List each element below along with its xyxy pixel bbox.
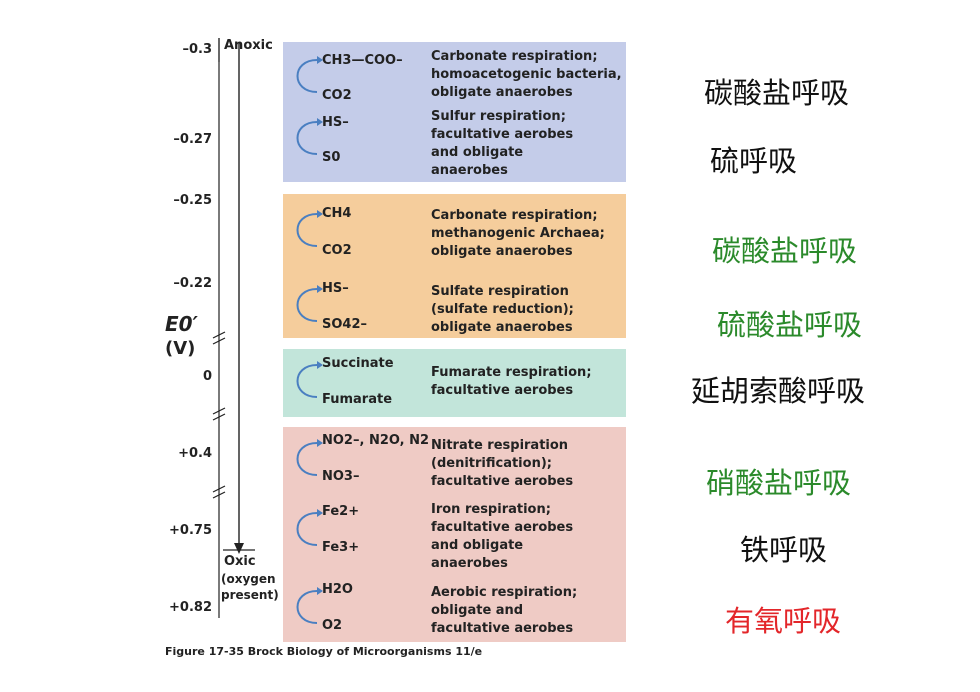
chinese-label: 硫酸盐呼吸: [717, 308, 863, 342]
tick-label: –0.25: [173, 193, 212, 208]
reaction-donor: HS–: [322, 115, 349, 130]
chinese-label: 碳酸盐呼吸: [704, 76, 850, 110]
chinese-label: 有氧呼吸: [725, 604, 842, 638]
oxic-sublabel: present): [221, 588, 279, 602]
y-axis-unit: (V): [165, 338, 196, 359]
redox-arrow-icon: [296, 439, 323, 476]
redox-arrow-icon: [296, 285, 323, 322]
reaction-acceptor: NO3–: [322, 469, 360, 484]
redox-arrow-icon: [296, 118, 323, 155]
reaction-acceptor: Fe3+: [322, 540, 360, 555]
nitrate-iron-aerobic-panel: [283, 427, 626, 642]
reaction-description: Carbonate respiration; methanogenic Archa…: [431, 208, 605, 259]
tick-label: +0.75: [169, 523, 212, 538]
reaction-description: Aerobic respiration; obligate and facultat…: [431, 585, 578, 636]
chinese-label: 延胡索酸呼吸: [691, 374, 866, 408]
chinese-label: 碳酸盐呼吸: [712, 234, 858, 268]
chinese-label: 硝酸盐呼吸: [706, 466, 852, 500]
reaction-description: Carbonate respiration; homoacetogenic bac…: [431, 49, 622, 100]
reaction-donor: HS–: [322, 281, 349, 296]
redox-arrow-icon: [296, 361, 323, 398]
tick-label: –0.3: [182, 42, 212, 57]
reaction-acceptor: Fumarate: [322, 392, 393, 407]
reaction-description: Sulfate respiration (sulfate reduction); o…: [431, 284, 574, 335]
reaction-donor: H2O: [322, 582, 353, 597]
reaction-description: Nitrate respiration (denitrification); fac…: [431, 438, 574, 489]
reaction-acceptor: S0: [322, 150, 341, 165]
redox-axis: [212, 38, 255, 618]
reaction-donor: Fe2+: [322, 504, 360, 519]
chinese-label: 硫呼吸: [710, 144, 798, 178]
redox-arrow-icon: [296, 509, 323, 546]
reaction-acceptor: CO2: [322, 88, 352, 103]
oxic-label: Oxic: [224, 554, 256, 569]
oxic-sublabel: (oxygen: [221, 572, 276, 586]
redox-arrow-icon: [296, 210, 323, 247]
fumarate-panel: [283, 349, 626, 417]
reaction-acceptor: SO42–: [322, 317, 368, 332]
tick-label: –0.22: [173, 276, 212, 291]
reaction-donor: NO2–, N2O, N2: [322, 433, 430, 448]
methanogen-sulfate-panel: [283, 194, 626, 338]
reaction-acceptor: O2: [322, 618, 343, 633]
reaction-donor: CH3—COO–: [322, 53, 403, 68]
reaction-acceptor: CO2: [322, 243, 352, 258]
anoxic-carbonate-sulfur-panel: [283, 42, 626, 182]
anoxic-label: Anoxic: [224, 38, 273, 53]
chinese-label: 铁呼吸: [740, 533, 828, 567]
reaction-donor: CH4: [322, 206, 352, 221]
reaction-description: Iron respiration; facultative aerobes and …: [431, 502, 574, 571]
reaction-description: Fumarate respiration; facultative aerobes: [431, 365, 592, 398]
redox-arrow-icon: [296, 587, 323, 624]
redox-arrow-icon: [296, 56, 323, 93]
tick-label: 0: [202, 369, 212, 384]
tick-label: +0.82: [169, 600, 212, 615]
reaction-description: Sulfur respiration; facultative aerobes an…: [431, 109, 574, 178]
y-axis-label: E0′: [165, 312, 198, 336]
reaction-donor: Succinate: [322, 356, 394, 371]
figure-caption: Figure 17-35 Brock Biology of Microorgan…: [165, 645, 483, 658]
tick-label: –0.27: [173, 132, 212, 147]
tick-label: +0.4: [178, 446, 212, 461]
